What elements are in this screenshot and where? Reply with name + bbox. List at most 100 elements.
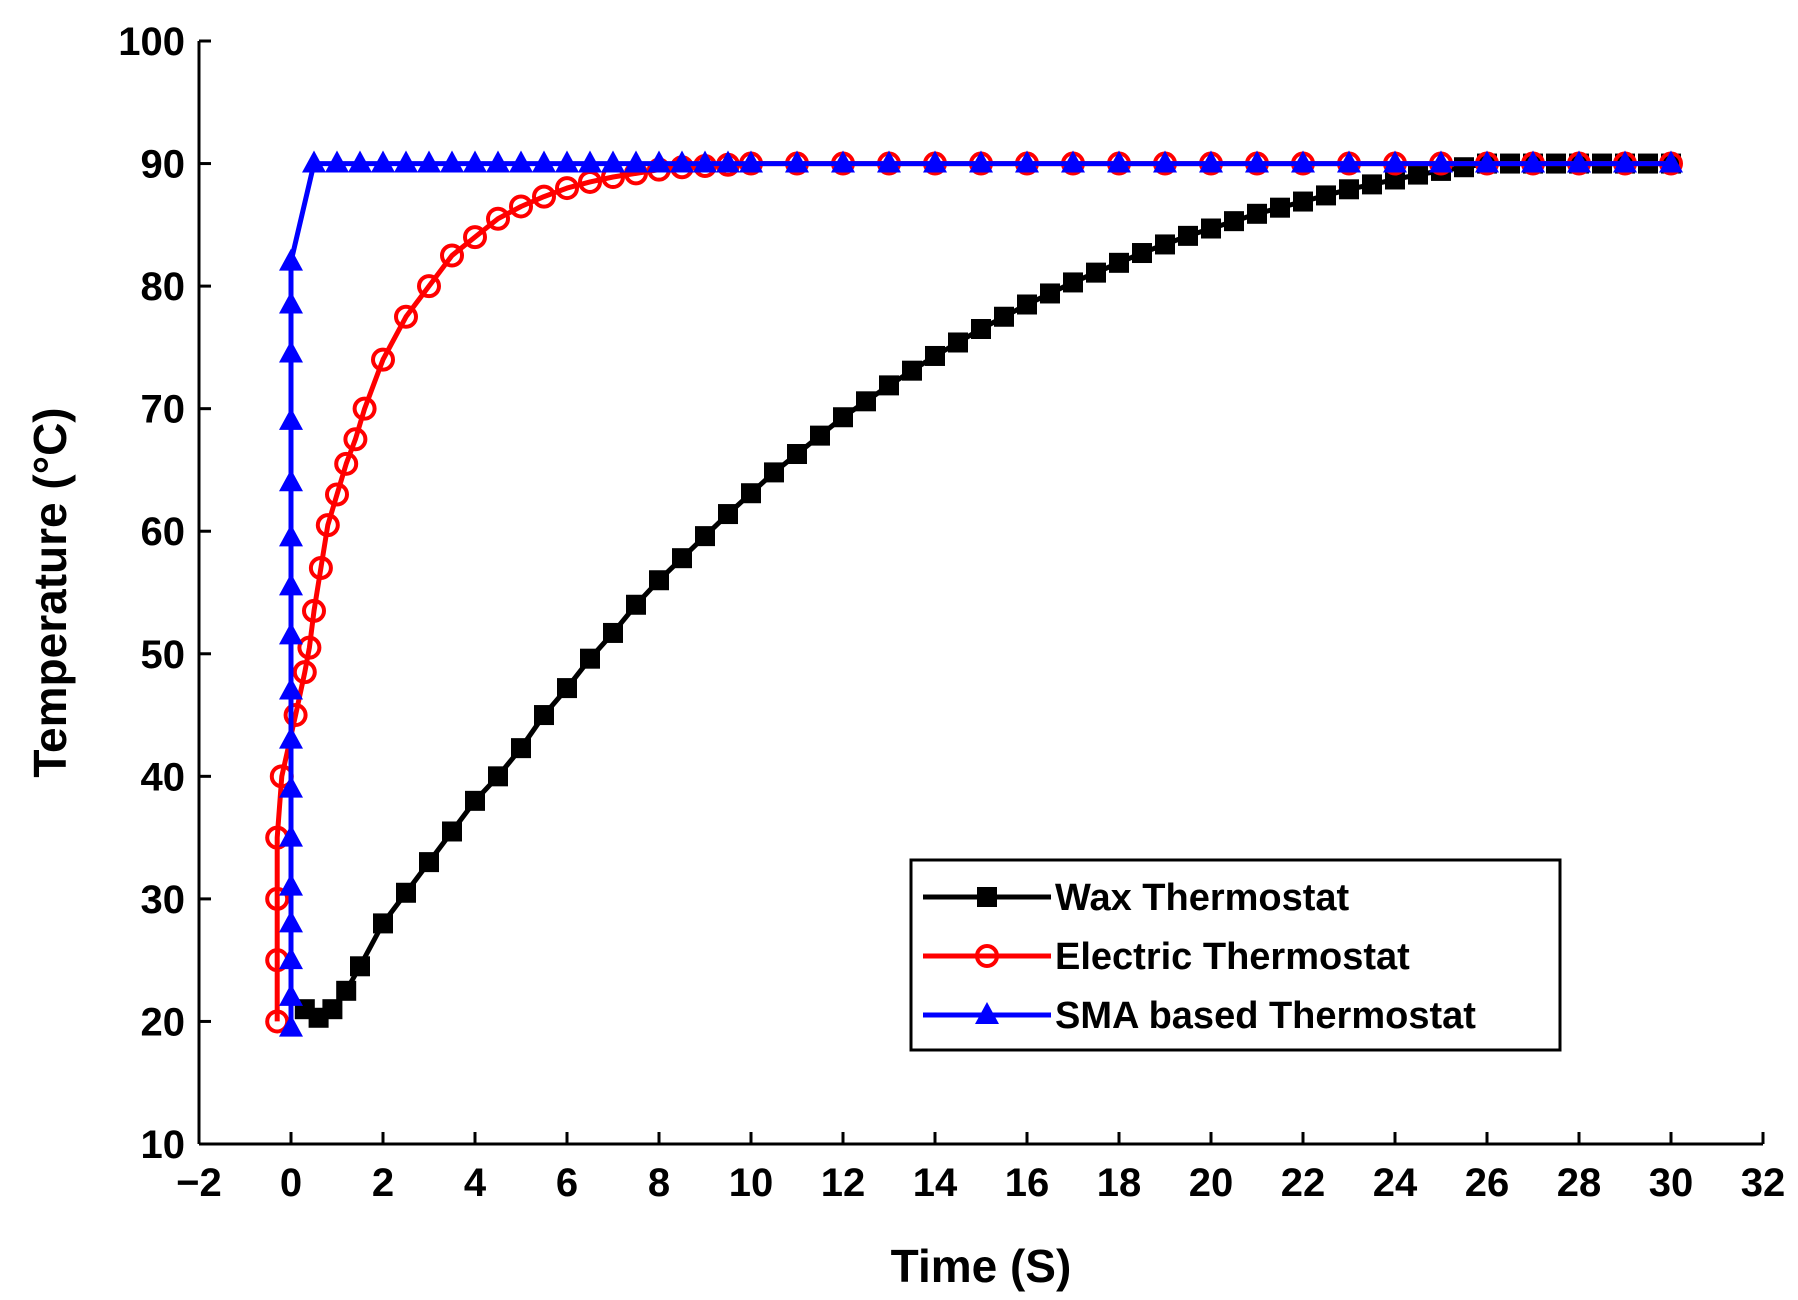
data-point-sma-based-thermostat bbox=[279, 824, 303, 847]
data-point-electric-thermostat bbox=[394, 304, 418, 329]
x-tick-label: 14 bbox=[913, 1161, 958, 1205]
y-tick-label: 10 bbox=[141, 1123, 186, 1167]
y-tick-label: 50 bbox=[141, 633, 186, 677]
data-point-electric-thermostat bbox=[302, 598, 326, 623]
data-point-sma-based-thermostat bbox=[279, 677, 303, 700]
data-point-wax-thermostat bbox=[350, 956, 370, 977]
data-point-wax-thermostat bbox=[396, 882, 416, 903]
data-point-sma-based-thermostat bbox=[1061, 150, 1085, 173]
data-point-wax-thermostat bbox=[1224, 211, 1244, 232]
data-point-sma-based-thermostat bbox=[877, 150, 901, 173]
data-point-sma-based-thermostat bbox=[325, 150, 349, 173]
data-point-wax-thermostat bbox=[1017, 294, 1037, 315]
data-point-wax-thermostat bbox=[373, 913, 393, 934]
data-point-wax-thermostat bbox=[465, 790, 485, 811]
data-point-wax-thermostat bbox=[1385, 169, 1405, 190]
x-tick-label: 26 bbox=[1465, 1161, 1510, 1205]
data-point-sma-based-thermostat bbox=[923, 150, 947, 173]
data-point-wax-thermostat bbox=[787, 444, 807, 465]
data-point-sma-based-thermostat bbox=[578, 150, 602, 173]
legend-marker-sma-based-thermostat bbox=[975, 1002, 999, 1024]
data-point-sma-based-thermostat bbox=[716, 150, 740, 173]
x-tick-label: 2 bbox=[372, 1161, 394, 1205]
data-point-wax-thermostat bbox=[603, 622, 623, 643]
data-point-wax-thermostat bbox=[833, 407, 853, 428]
x-tick-label: 16 bbox=[1005, 1161, 1050, 1205]
x-tick-label: 22 bbox=[1281, 1161, 1326, 1205]
data-point-sma-based-thermostat bbox=[279, 726, 303, 749]
data-point-electric-thermostat bbox=[334, 451, 359, 476]
data-point-sma-based-thermostat bbox=[417, 150, 441, 173]
x-tick-label: 6 bbox=[556, 1161, 578, 1205]
data-point-sma-based-thermostat bbox=[371, 150, 395, 173]
data-point-sma-based-thermostat bbox=[1291, 150, 1315, 173]
data-point-electric-thermostat bbox=[292, 660, 317, 685]
data-point-sma-based-thermostat bbox=[279, 469, 303, 492]
data-point-sma-based-thermostat bbox=[1153, 150, 1177, 173]
data-point-wax-thermostat bbox=[902, 360, 922, 381]
legend-label-wax-thermostat: Wax Thermostat bbox=[1055, 877, 1350, 919]
data-point-sma-based-thermostat bbox=[440, 150, 464, 173]
data-point-sma-based-thermostat bbox=[463, 150, 487, 173]
x-tick-label: 10 bbox=[729, 1161, 774, 1205]
data-point-wax-thermostat bbox=[810, 425, 830, 446]
y-tick-label: 40 bbox=[141, 755, 186, 799]
data-point-wax-thermostat bbox=[1362, 174, 1382, 195]
data-point-wax-thermostat bbox=[879, 375, 899, 396]
data-point-sma-based-thermostat bbox=[509, 150, 533, 173]
data-point-electric-thermostat bbox=[371, 347, 395, 372]
data-point-wax-thermostat bbox=[741, 483, 761, 504]
legend-label-electric-thermostat: Electric Thermostat bbox=[1055, 936, 1410, 978]
data-point-wax-thermostat bbox=[1132, 243, 1152, 264]
y-tick-label: 20 bbox=[141, 1000, 186, 1044]
data-point-wax-thermostat bbox=[672, 548, 692, 569]
y-tick-label: 80 bbox=[141, 265, 186, 309]
data-point-sma-based-thermostat bbox=[1613, 150, 1637, 173]
data-point-wax-thermostat bbox=[1454, 157, 1474, 178]
data-point-electric-thermostat bbox=[463, 225, 487, 250]
data-point-sma-based-thermostat bbox=[1383, 150, 1407, 173]
data-point-wax-thermostat bbox=[1201, 218, 1221, 239]
x-tick-label: 24 bbox=[1373, 1161, 1418, 1205]
legend-marker-electric-thermostat bbox=[975, 944, 999, 968]
data-point-sma-based-thermostat bbox=[739, 150, 763, 173]
data-point-electric-thermostat bbox=[486, 206, 510, 231]
data-point-sma-based-thermostat bbox=[279, 775, 303, 798]
data-point-wax-thermostat bbox=[1293, 191, 1313, 212]
data-point-wax-thermostat bbox=[557, 678, 577, 699]
data-point-electric-thermostat bbox=[315, 513, 340, 538]
data-point-sma-based-thermostat bbox=[1567, 150, 1591, 173]
data-point-sma-based-thermostat bbox=[969, 150, 993, 173]
data-point-sma-based-thermostat bbox=[279, 248, 303, 271]
data-point-sma-based-thermostat bbox=[532, 150, 556, 173]
data-point-wax-thermostat bbox=[718, 504, 738, 525]
data-point-sma-based-thermostat bbox=[1245, 150, 1269, 173]
y-tick-label: 30 bbox=[141, 878, 186, 922]
data-point-electric-thermostat bbox=[509, 194, 533, 219]
x-tick-label: 28 bbox=[1557, 1161, 1602, 1205]
data-point-sma-based-thermostat bbox=[279, 573, 303, 596]
data-point-electric-thermostat bbox=[308, 555, 333, 580]
series-layer bbox=[265, 150, 1683, 1037]
data-point-wax-thermostat bbox=[419, 852, 439, 873]
y-tick-label: 70 bbox=[141, 388, 186, 432]
x-tick-label: −2 bbox=[176, 1161, 222, 1205]
data-point-wax-thermostat bbox=[649, 570, 669, 591]
x-axis-title: Time (S) bbox=[891, 1240, 1072, 1292]
data-point-sma-based-thermostat bbox=[394, 150, 418, 173]
x-tick-label: 12 bbox=[821, 1161, 866, 1205]
data-point-wax-thermostat bbox=[442, 821, 462, 842]
x-tick-label: 4 bbox=[464, 1161, 487, 1205]
data-point-electric-thermostat bbox=[343, 427, 368, 452]
data-point-sma-based-thermostat bbox=[1199, 150, 1223, 173]
data-point-wax-thermostat bbox=[1339, 179, 1359, 200]
data-point-electric-thermostat bbox=[265, 886, 290, 911]
data-point-wax-thermostat bbox=[1408, 164, 1428, 185]
data-point-sma-based-thermostat bbox=[279, 291, 303, 314]
data-point-wax-thermostat bbox=[971, 319, 991, 340]
data-point-wax-thermostat bbox=[695, 526, 715, 547]
data-point-sma-based-thermostat bbox=[1429, 150, 1453, 173]
legend-marker-wax-thermostat bbox=[977, 887, 997, 907]
legend-label-sma-based-thermostat: SMA based Thermostat bbox=[1055, 995, 1476, 1037]
